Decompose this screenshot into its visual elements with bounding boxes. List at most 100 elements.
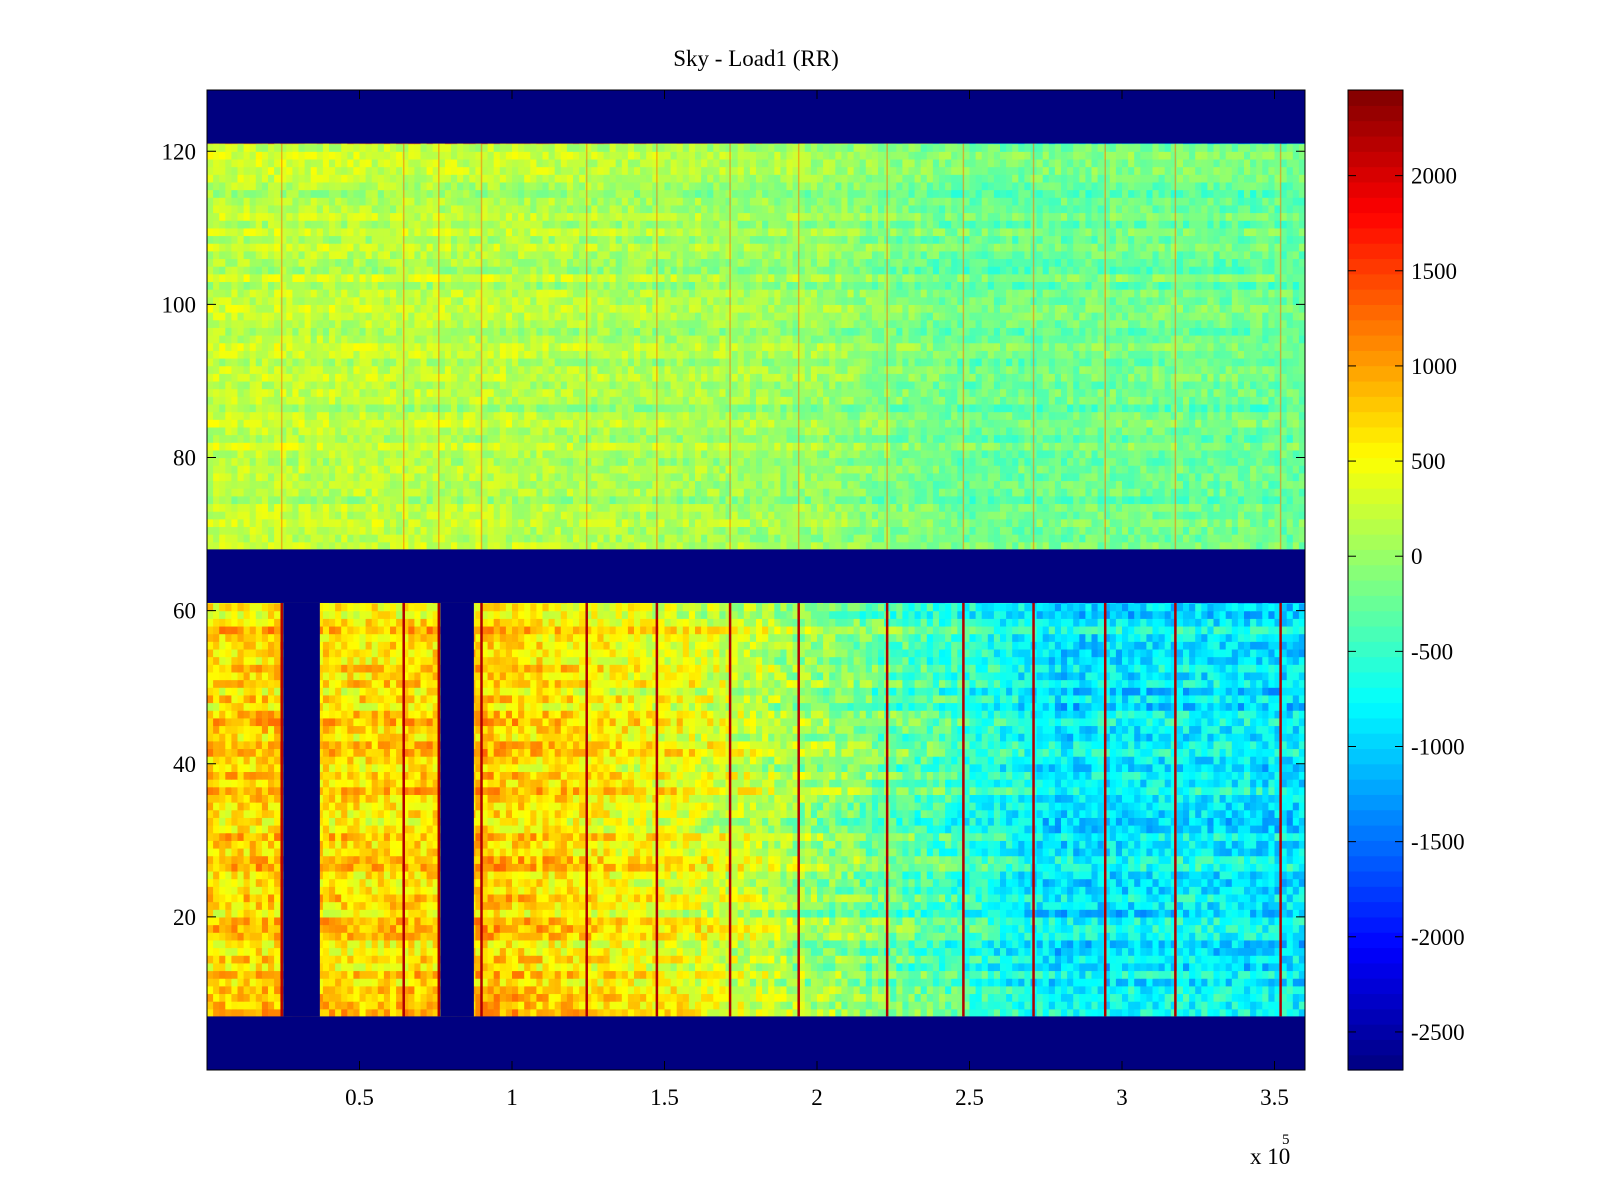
- heatmap-cell: [566, 909, 574, 918]
- heatmap-cell: [261, 878, 269, 887]
- heatmap-cell: [609, 985, 617, 995]
- heatmap-cell: [914, 924, 922, 933]
- heatmap-cell: [579, 932, 586, 941]
- heatmap-cell: [371, 886, 379, 895]
- heatmap-cell: [981, 939, 989, 949]
- heatmap-cell: [835, 893, 842, 903]
- heatmap-cell: [987, 855, 995, 864]
- heatmap-cell: [414, 978, 422, 987]
- heatmap-cell: [408, 993, 415, 1002]
- heatmap-cell: [1152, 1008, 1160, 1018]
- heatmap-cell: [786, 955, 794, 964]
- heatmap-cell: [1079, 939, 1086, 949]
- heatmap-cell: [780, 855, 788, 864]
- heatmap-cell: [566, 962, 574, 972]
- heatmap-cell: [512, 863, 519, 872]
- heatmap-cell: [1067, 901, 1074, 910]
- heatmap-cell: [249, 947, 257, 956]
- heatmap-cell: [536, 932, 544, 941]
- heatmap-cell: [274, 962, 281, 972]
- heatmap-cell: [518, 962, 525, 972]
- heatmap-cell: [274, 893, 281, 903]
- heatmap-cell: [658, 1008, 666, 1018]
- heatmap-cell: [591, 955, 598, 964]
- heatmap-cell: [1061, 1001, 1068, 1010]
- heatmap-cell: [993, 916, 1001, 926]
- heatmap-cell: [1158, 901, 1166, 910]
- heatmap-cell: [969, 1001, 977, 1010]
- heatmap-cell: [762, 978, 769, 987]
- heatmap-cell: [1042, 932, 1050, 941]
- heatmap-cell: [585, 855, 592, 864]
- heatmap-cell: [1152, 970, 1160, 979]
- heatmap-cell: [707, 1001, 714, 1010]
- heatmap-cell: [377, 1008, 385, 1018]
- heatmap-cell: [1183, 886, 1190, 895]
- heatmap-cell: [1207, 1001, 1215, 1010]
- heatmap-cell: [475, 1008, 483, 1018]
- heatmap-cell: [786, 870, 794, 880]
- heatmap-cell: [963, 878, 971, 887]
- heatmap-cell: [902, 924, 910, 933]
- heatmap-cell: [231, 916, 239, 926]
- heatmap-cell: [1036, 962, 1044, 972]
- heatmap-cell: [487, 870, 495, 880]
- heatmap-cell: [1061, 939, 1068, 949]
- heatmap-cell: [969, 985, 977, 995]
- heatmap-cell: [640, 916, 647, 926]
- heatmap-cell: [695, 1008, 702, 1018]
- heatmap-cell: [341, 901, 348, 910]
- heatmap-cell: [792, 855, 800, 864]
- heatmap-cell: [1097, 901, 1105, 910]
- heatmap-cell: [231, 886, 239, 895]
- heatmap-cell: [939, 1001, 946, 1010]
- heatmap-cell: [1000, 985, 1007, 995]
- heatmap-cell: [603, 855, 611, 864]
- heatmap-cell: [505, 878, 513, 887]
- heatmap-cell: [658, 955, 666, 964]
- heatmap-cell: [1183, 878, 1190, 887]
- heatmap-cell: [823, 893, 830, 903]
- heatmap-cell: [329, 978, 336, 987]
- heatmap-cell: [207, 947, 214, 956]
- heatmap-cell: [695, 909, 702, 918]
- heatmap-cell: [627, 939, 635, 949]
- heatmap-cell: [640, 878, 647, 887]
- heatmap-cell: [377, 886, 385, 895]
- heatmap-cell: [871, 878, 879, 887]
- heatmap-cell: [682, 909, 690, 918]
- heatmap-cell: [707, 855, 714, 864]
- heatmap-cell: [402, 1001, 409, 1010]
- heatmap-cell: [579, 855, 586, 864]
- heatmap-cell: [408, 901, 415, 910]
- heatmap-cell: [1012, 939, 1019, 949]
- heatmap-cell: [1158, 1008, 1166, 1018]
- heatmap-cell: [554, 962, 562, 972]
- heatmap-cell: [359, 970, 367, 979]
- heatmap-cell: [603, 932, 611, 941]
- heatmap-cell: [749, 970, 757, 979]
- heatmap-cell: [1213, 970, 1221, 979]
- heatmap-cell: [908, 924, 916, 933]
- heatmap-cell: [993, 939, 1001, 949]
- heatmap-cell: [1274, 893, 1282, 903]
- heatmap-cell: [1012, 909, 1019, 918]
- heatmap-cell: [1006, 863, 1013, 872]
- heatmap-cell: [353, 863, 361, 872]
- heatmap-cell: [225, 916, 232, 926]
- heatmap-cell: [749, 909, 757, 918]
- heatmap-cell: [859, 878, 867, 887]
- heatmap-cell: [1292, 947, 1300, 956]
- heatmap-cell: [945, 1001, 952, 1010]
- heatmap-cell: [841, 855, 849, 864]
- heatmap-cell: [987, 970, 995, 979]
- heatmap-cell: [1000, 993, 1007, 1002]
- heatmap-cell: [274, 993, 281, 1002]
- heatmap-cell: [1024, 901, 1032, 910]
- heatmap-cell: [756, 878, 763, 887]
- heatmap-cell: [505, 993, 513, 1002]
- heatmap-cell: [560, 893, 568, 903]
- heatmap-cell: [841, 947, 849, 956]
- heatmap-cell: [249, 886, 257, 895]
- heatmap-cell: [951, 1001, 958, 1010]
